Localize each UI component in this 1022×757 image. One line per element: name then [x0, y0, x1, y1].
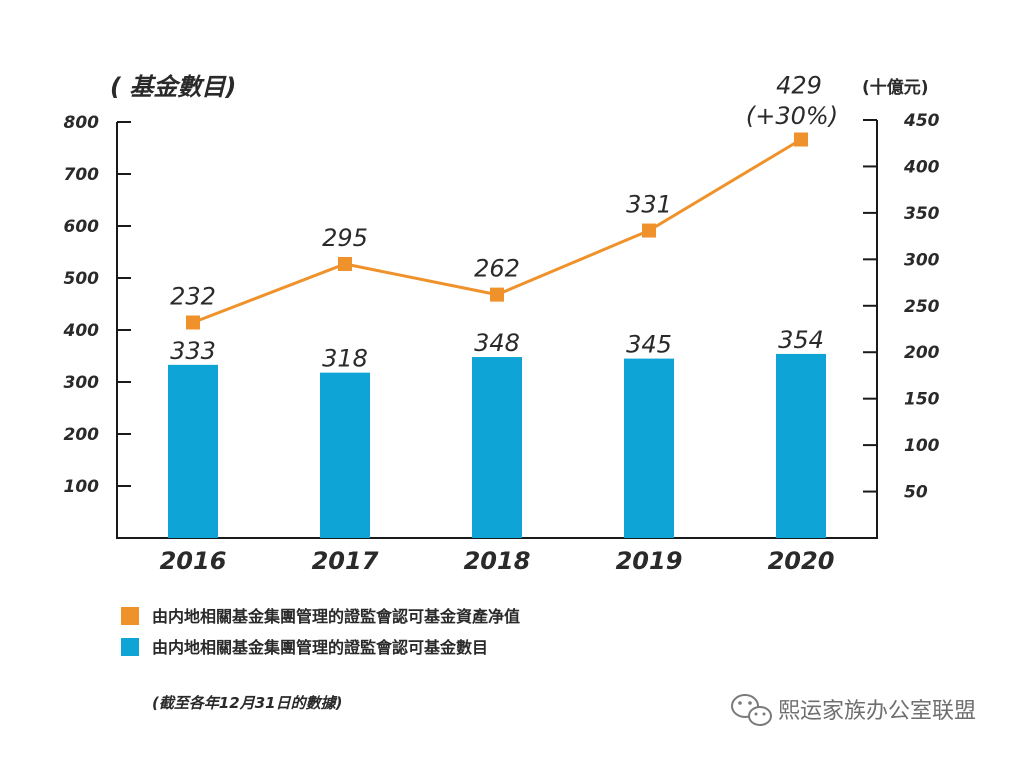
legend-label-line: 由内地相關基金集團管理的證監會認可基金資產净值: [152, 607, 520, 626]
bar-label-2019: 345: [626, 331, 672, 359]
left-tick-label: 600: [64, 217, 100, 237]
x-label-2019: 2019: [616, 547, 683, 575]
bar-label-2020: 354: [778, 326, 824, 354]
left-axis-title: ( 基金數目): [110, 73, 236, 101]
left-tick-label: 800: [64, 113, 100, 133]
bar-2016: [168, 364, 218, 538]
bar-data-labels: 333 318 348 345 354: [170, 326, 824, 373]
left-axis-ticks: 100 200 300 400 500 600 700 800: [63, 113, 131, 497]
line-series: [186, 132, 808, 330]
left-tick-label: 500: [64, 269, 100, 289]
x-label-2017: 2017: [312, 547, 379, 575]
line-data-labels: 232 295 262 331 429: [170, 72, 822, 311]
bar-label-2017: 318: [322, 345, 368, 373]
line-label-2016: 232: [170, 282, 216, 310]
line-point-2019: [642, 223, 656, 238]
line-point-2020: [794, 132, 808, 147]
bar-2017: [320, 372, 370, 538]
right-tick-label: 300: [904, 250, 940, 270]
left-tick-label: 200: [64, 425, 100, 445]
watermark: 熙运家族办公室联盟: [731, 694, 976, 726]
line-point-2016: [186, 315, 200, 330]
right-tick-label: 350: [904, 204, 940, 224]
left-tick-label: 300: [64, 373, 100, 393]
bar-2020: [776, 353, 826, 538]
legend: 由内地相關基金集團管理的證監會認可基金資產净值 由内地相關基金集團管理的證監會認…: [121, 607, 520, 657]
bar-2018: [472, 357, 522, 538]
x-label-2016: 2016: [160, 547, 227, 575]
x-label-2018: 2018: [464, 547, 531, 575]
right-tick-label: 50: [904, 483, 928, 503]
bar-2019: [624, 358, 674, 538]
left-tick-label: 100: [64, 477, 100, 497]
line-label-2018: 262: [474, 255, 520, 283]
wechat-icon: [731, 694, 772, 726]
line-label-2020: 429: [776, 72, 822, 100]
footnote: (截至各年12月31日的數據): [152, 694, 342, 712]
x-label-2020: 2020: [768, 547, 835, 575]
watermark-text: 熙运家族办公室联盟: [778, 699, 976, 724]
line-point-2017: [338, 256, 352, 271]
bar-series: [168, 353, 826, 538]
legend-label-bar: 由内地相關基金集團管理的證監會認可基金數目: [152, 638, 488, 657]
line-label-2017: 295: [322, 224, 368, 252]
left-tick-label: 400: [63, 321, 100, 341]
right-tick-label: 150: [904, 390, 940, 410]
right-tick-label: 200: [904, 343, 940, 363]
legend-swatch-bar: [121, 638, 139, 656]
legend-swatch-line: [121, 607, 139, 625]
bar-label-2018: 348: [474, 329, 520, 357]
left-tick-label: 700: [64, 165, 100, 185]
bar-label-2016: 333: [170, 337, 216, 365]
right-axis-ticks: 50 100 150 200 250 300 350 400 450: [863, 111, 940, 503]
right-tick-label: 400: [903, 157, 940, 177]
right-tick-label: 450: [903, 111, 940, 131]
line-label-2019: 331: [626, 191, 672, 219]
right-axis-title: (十億元): [862, 77, 929, 98]
right-tick-label: 250: [904, 297, 940, 317]
right-tick-label: 100: [904, 436, 940, 456]
x-axis-labels: 2016 2017 2018 2019 2020: [160, 547, 835, 575]
line-point-2018: [490, 287, 504, 302]
growth-annotation: (+30%): [746, 102, 838, 130]
